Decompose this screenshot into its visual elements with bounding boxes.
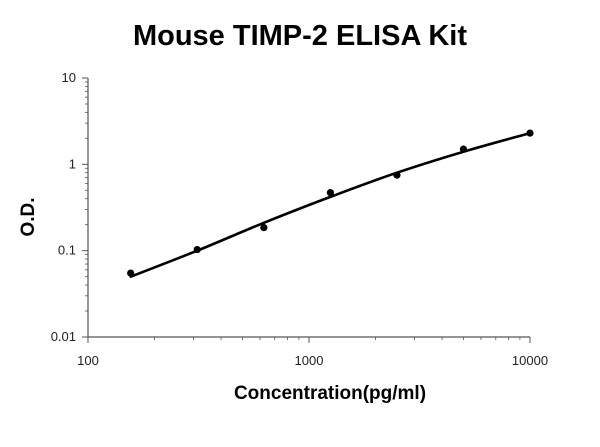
data-points [127,129,534,277]
y-tick-label: 10 [62,70,76,85]
y-tick-label: 0.01 [51,329,76,344]
ticks [82,77,531,343]
y-tick-label: 0.1 [58,243,76,258]
data-point [260,224,268,232]
x-tick-label: 1000 [295,353,324,368]
x-tick-label: 10000 [512,353,548,368]
y-axis-label: O.D. [18,197,39,237]
trendline [129,131,532,278]
axes [87,78,530,338]
chart-title: Mouse TIMP-2 ELISA Kit [132,20,468,52]
trendline-curve [129,131,532,278]
x-tick-label: 100 [77,353,99,368]
x-axis-label: Concentration(pg/ml) [233,383,427,404]
data-point [526,129,534,137]
y-tick-label: 1 [69,156,76,171]
data-point [326,189,335,197]
data-point [393,171,401,179]
data-point [127,269,135,277]
data-point [459,145,468,153]
data-point [193,245,201,254]
